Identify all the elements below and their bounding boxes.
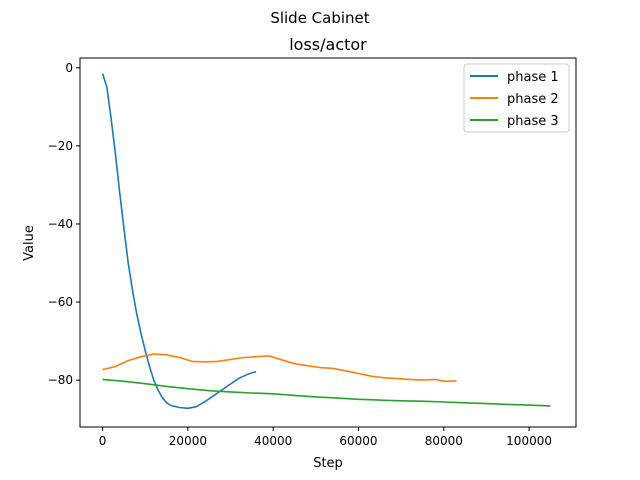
chart-title: loss/actor (289, 35, 367, 54)
legend-box (463, 63, 570, 133)
y-tick-label: −20 (48, 139, 73, 153)
x-axis-ticks: 0 20000 40000 60000 80000 100000 (99, 427, 552, 448)
y-axis-ticks: 0 −20 −40 −60 −80 (48, 61, 80, 387)
y-tick-label: −40 (48, 217, 73, 231)
legend-label-3: phase 3 (507, 114, 559, 129)
x-tick-label: 20000 (169, 434, 207, 448)
series-line-2 (102, 353, 457, 383)
x-tick-label: 80000 (425, 434, 463, 448)
x-tick-label: 100000 (506, 434, 552, 448)
plot-area: 0 20000 40000 60000 80000 100000 0 −20 −40 −60 −8… (48, 57, 577, 448)
legend-label-1: phase 1 (507, 70, 559, 85)
y-tick-label: −60 (48, 295, 73, 309)
series-lines (101, 73, 551, 410)
y-tick-label: 0 (65, 61, 73, 75)
y-axis-label: Value (22, 225, 37, 261)
axes-spines (79, 57, 577, 428)
x-tick-label: 40000 (254, 434, 292, 448)
legend-label-2: phase 2 (507, 92, 559, 107)
x-tick-label: 0 (99, 434, 107, 448)
x-tick-label: 60000 (339, 434, 377, 448)
figure-suptitle: Slide Cabinet (270, 9, 369, 27)
axes-frame (79, 57, 577, 428)
y-tick-label: −80 (48, 373, 73, 387)
legend: phase 1 phase 2 phase 3 (463, 63, 570, 133)
x-axis-label: Step (313, 456, 343, 471)
series-line-3 (102, 378, 551, 407)
